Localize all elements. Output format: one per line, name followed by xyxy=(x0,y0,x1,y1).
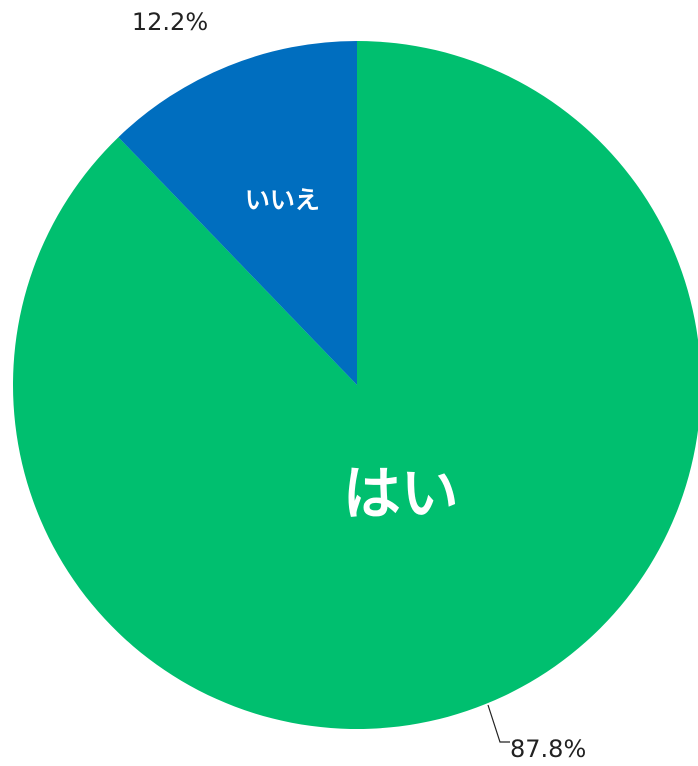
pie-slice-hai xyxy=(13,41,698,729)
slice-label-iie: いいえ xyxy=(245,185,320,214)
leader-line-hai xyxy=(487,704,510,743)
slice-label-hai: はい xyxy=(343,459,459,527)
value-label-hai: 87.8% xyxy=(510,735,586,763)
pie-slice-iie xyxy=(118,41,357,385)
value-label-iie: 12.2% xyxy=(132,8,208,36)
